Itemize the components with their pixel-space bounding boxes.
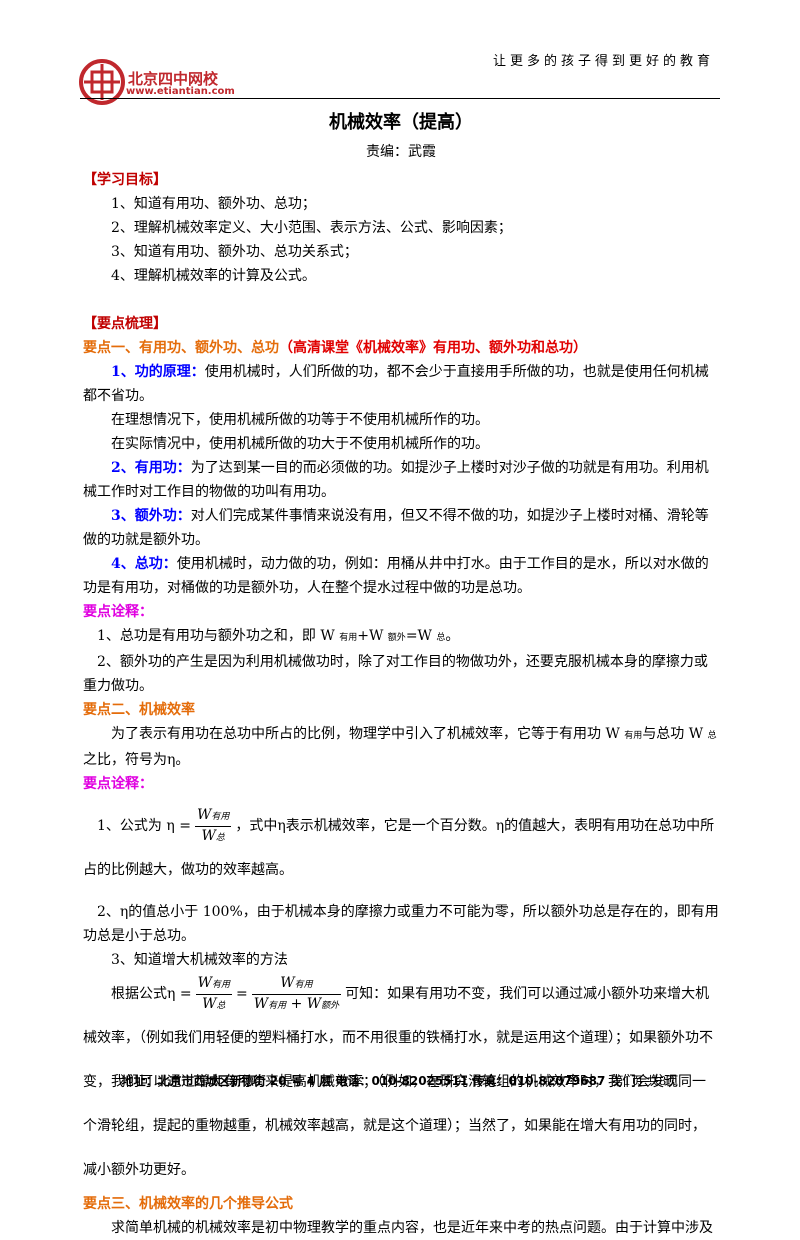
objective: 4、理解机械效率的计算及公式。: [111, 268, 316, 284]
lead: 3、额外功：: [111, 508, 191, 524]
numerator: W有用: [194, 806, 232, 827]
paragraph: 求简单机械的机械效率是初中物理教学的重点内容，也是近年来中考的热点问题。由于计算…: [83, 1216, 719, 1240]
objective: 2、理解机械效率定义、大小范围、表示方法、公式、影响因素；: [111, 220, 512, 236]
paragraph: 3、额外功：对人们完成某件事情来说没有用，但又不得不做的功，如提沙子上楼时对桶、…: [83, 504, 719, 552]
text-run: =W: [405, 628, 437, 644]
text-run: 在实际情况中，使用机械所做的功大于不使用机械所作的功。: [111, 436, 489, 452]
lead: 4、总功：: [111, 556, 177, 572]
text-run: 为了达到某一目的而必须做的功。如提沙子上楼时对沙子做的功就是有用功。利用机械工作…: [83, 460, 709, 500]
paragraph: 在实际情况中，使用机械所做的功大于不使用机械所作的功。: [83, 432, 719, 456]
point-heading: 要点一、有用功、额外功、总功（高清课堂《机械效率》有用功、额外功和总功）: [83, 336, 719, 360]
fraction: W有用 W总: [194, 806, 232, 847]
sub: 有用: [211, 979, 230, 990]
point-heading: 要点二、机械效率: [83, 702, 195, 718]
denominator: W总: [195, 827, 231, 847]
sub: 有用: [268, 1000, 287, 1011]
lead: 2、有用功：: [111, 460, 191, 476]
paragraph: 为了表示有用功在总功中所占的比例，物理学中引入了机械效率，它等于有用功 W 有用…: [83, 722, 719, 772]
text-run: 1、公式为: [97, 818, 167, 834]
text-run: 之比，符号为η。: [83, 752, 190, 768]
text-run: 根据公式: [111, 986, 167, 1002]
footer: 地址：北京市西城区新德街 20 号 4 层 电话：010-82025511 传真…: [0, 1072, 800, 1089]
sub: 有用: [624, 731, 643, 741]
numerator: W有用: [251, 974, 342, 995]
paragraph: 1、公式为 η = W有用 W总 ，式中η表示机械效率，它是一个百分数。η的值越大，表…: [83, 804, 719, 892]
sub: 有用: [339, 633, 358, 643]
section-heading: 【要点梳理】: [83, 316, 167, 332]
text-run: 使用机械时，动力做的功，例如：用桶从井中打水。由于工作目的是水，所以对水做的功是…: [83, 556, 709, 596]
logo-icon: [79, 59, 125, 105]
logo-name: 北京四中网校: [128, 70, 219, 88]
numerator: W有用: [195, 974, 232, 995]
sub: 有用: [211, 811, 230, 822]
paragraph: 在理想情况下，使用机械所做的功等于不使用机械所作的功。: [83, 408, 719, 432]
paragraph: 4、总功：使用机械时，动力做的功，例如：用桶从井中打水。由于工作目的是水，所以对…: [83, 552, 719, 600]
text-run: 与总功 W: [642, 726, 708, 742]
sub: 有用: [294, 979, 313, 990]
header: 北京四中网校 www.etiantian.com 让更多的孩子得到更好的教育: [0, 0, 800, 105]
text-run: η =: [166, 818, 191, 834]
sub: 总: [436, 633, 446, 643]
note-heading: 要点诠释：: [83, 604, 153, 620]
title: 机械效率（提高）: [329, 112, 473, 133]
lead: 1、功的原理：: [111, 364, 205, 380]
text-run: ，式中η表示机械效率，它是一个百分数。η的值越大，表明有用功在总功中所占的比例越…: [83, 818, 715, 878]
sub: 额外: [321, 1000, 340, 1011]
sub: 总: [707, 731, 717, 741]
sub: 总: [215, 832, 225, 843]
paragraph: 2、η的值总小于 100%，由于机械本身的摩擦力或重力不可能为零，所以额外功总是…: [83, 900, 719, 948]
text-run: W: [253, 995, 269, 1012]
paragraph: 3、知道增大机械效率的方法: [83, 948, 719, 972]
point-heading: 要点三、机械效率的几个推导公式: [83, 1196, 293, 1212]
note-heading: 要点诠释：: [83, 776, 153, 792]
text-run: 2、η的值总小于 100%，由于机械本身的摩擦力或重力不可能为零，所以额外功总是…: [83, 904, 719, 944]
text-run: 求简单机械的机械效率是初中物理教学的重点内容，也是近年来中考的热点问题。由于计算…: [111, 1220, 713, 1236]
text-run: 3、知道增大机械效率的方法: [111, 952, 288, 968]
logo-url: www.etiantian.com: [126, 86, 235, 97]
sub: 总: [216, 1000, 226, 1011]
objective: 1、知道有用功、额外功、总功；: [111, 196, 316, 212]
paragraph: 1、总功是有用功与额外功之和，即 W 有用+W 额外=W 总。: [83, 624, 719, 650]
text-run: 2、额外功的产生是因为利用机械做功时，除了对工作目的物做功外，还要克服机械本身的…: [83, 654, 708, 694]
text-run: η =: [167, 986, 192, 1002]
fraction: W有用 W总: [195, 974, 232, 1015]
section-heading: 【学习目标】: [83, 172, 167, 188]
text-run: W: [201, 827, 216, 844]
text-run: + W: [286, 995, 322, 1012]
sub: 额外: [387, 633, 406, 643]
objective: 3、知道有用功、额外功、总功关系式；: [111, 244, 358, 260]
paragraph: 1、功的原理：使用机械时，人们所做的功，都不会少于直接用手所做的功，也就是使用任…: [83, 360, 719, 408]
fraction: W有用 W有用 + W额外: [251, 974, 342, 1015]
slogan: 让更多的孩子得到更好的教育: [492, 54, 714, 69]
text-run: 1、总功是有用功与额外功之和，即 W: [97, 628, 340, 644]
page-number: 第1页 共8页: [611, 1074, 679, 1088]
header-rule: [80, 98, 720, 99]
text-run: 使用机械时，人们所做的功，都不会少于直接用手所做的功，也就是使用任何机械都不省功…: [83, 364, 709, 404]
text-run: W: [197, 974, 212, 991]
text-run: =: [235, 986, 248, 1002]
denominator: W有用 + W额外: [252, 995, 341, 1015]
text-run: +W: [357, 628, 388, 644]
denominator: W总: [196, 995, 232, 1015]
text-run: 要点一、有用功、额外功、总功: [83, 340, 279, 356]
note: （高清课堂《机械效率》有用功、额外功和总功）: [279, 340, 587, 356]
text-run: 为了表示有用功在总功中所占的比例，物理学中引入了机械效率，它等于有用功 W: [111, 726, 625, 742]
paragraph: 2、额外功的产生是因为利用机械做功时，除了对工作目的物做功外，还要克服机械本身的…: [83, 650, 719, 698]
paragraph: 根据公式η = W有用 W总 = W有用 W有用 + W额外 可知：如果有用功不变，我们可以…: [83, 972, 719, 1192]
footer-address: 地址：北京市西城区新德街 20 号 4 层 电话：010-82025511 传真…: [121, 1074, 606, 1088]
text-run: W: [196, 806, 212, 823]
text-run: W: [202, 995, 217, 1012]
paragraph: 2、有用功：为了达到某一目的而必须做的功。如提沙子上楼时对沙子做的功就是有用功。…: [83, 456, 719, 504]
content: 机械效率（提高） 责编：武霞 【学习目标】 1、知道有用功、额外功、总功； 2、…: [83, 108, 719, 1240]
text-run: W: [280, 974, 295, 991]
text-run: 在理想情况下，使用机械所做的功等于不使用机械所作的功。: [111, 412, 489, 428]
text-run: 对人们完成某件事情来说没有用，但又不得不做的功，如提沙子上楼时对桶、滑轮等做的功…: [83, 508, 709, 548]
text-run: 可知：如果有用功不变，我们可以通过减小额外功来增大机械效率，（例如我们用轻便的塑…: [83, 986, 713, 1178]
text-run: 。: [445, 628, 460, 644]
editor: 责编：武霞: [366, 144, 436, 160]
